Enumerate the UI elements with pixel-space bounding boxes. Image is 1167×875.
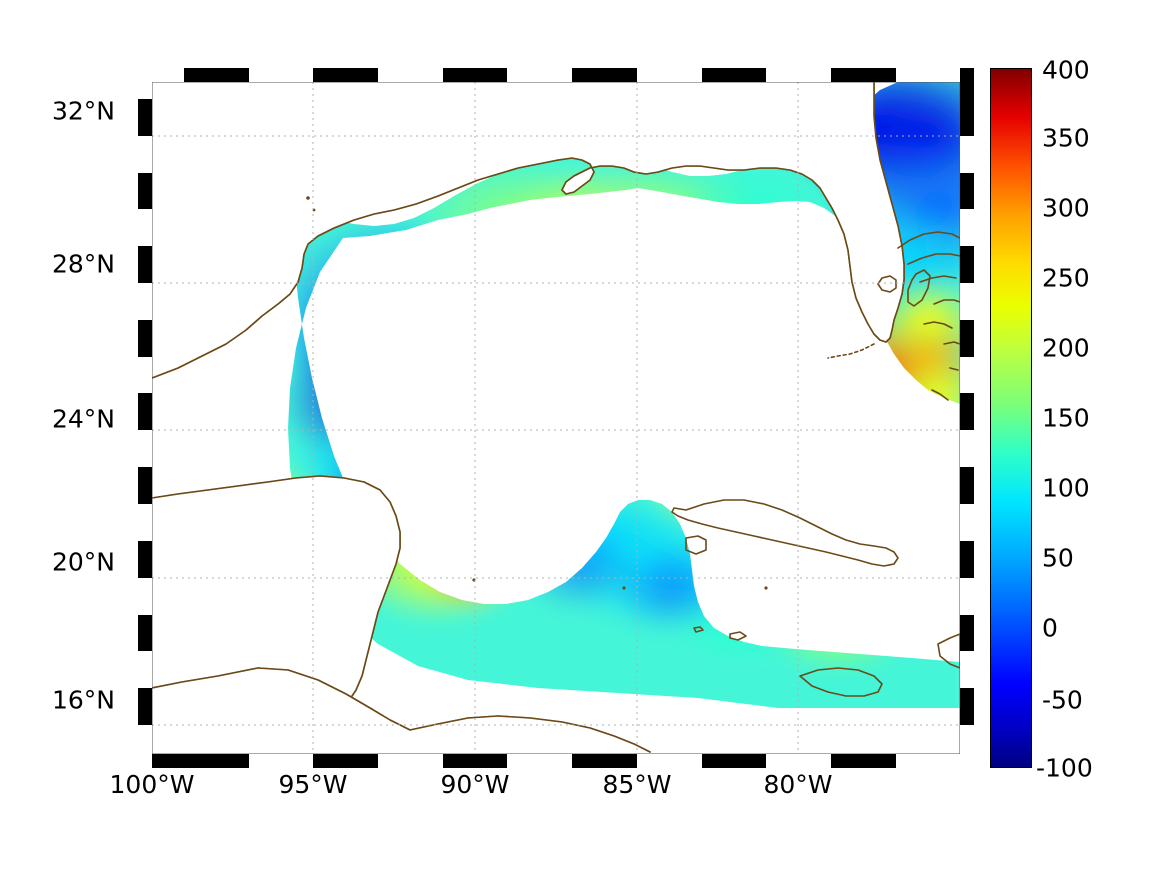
y-tick-label-28n: 28°N [52, 249, 116, 279]
gridlines [152, 82, 960, 754]
colorbar-label-250: 250 [1042, 263, 1090, 293]
y-tick-label-24n: 24°N [52, 404, 116, 434]
colorbar-label-150: 150 [1042, 403, 1090, 433]
x-tick-label-80w: 80°W [763, 770, 833, 799]
colorbar-label-50: 50 [1042, 543, 1074, 573]
colorbar-gradient [990, 68, 1032, 768]
y-tick-label-32n: 32°N [52, 96, 116, 126]
x-tick-label-95w: 95°W [278, 770, 348, 799]
x-tick-label-90w: 90°W [440, 770, 510, 799]
colorbar-label-minus50: -50 [1042, 685, 1083, 715]
colorbar-label-300: 300 [1042, 193, 1090, 223]
map-svg [138, 68, 974, 768]
y-tick-label-16n: 16°N [52, 685, 116, 715]
colorbar-label-200: 200 [1042, 333, 1090, 363]
colorbar-label-0: 0 [1042, 613, 1058, 643]
colorbar-label-100: 100 [1042, 473, 1090, 503]
colorbar-label-minus100: -100 [1036, 753, 1093, 783]
y-tick-label-20n: 20°N [52, 547, 116, 577]
colorbar-label-350: 350 [1042, 123, 1090, 153]
map-panel [138, 68, 974, 768]
colorbar[interactable] [990, 68, 1032, 768]
x-tick-label-85w: 85°W [602, 770, 672, 799]
colorbar-label-400: 400 [1042, 55, 1090, 85]
coastlines [152, 82, 960, 754]
x-tick-label-100w: 100°W [109, 770, 195, 799]
map-frame-checkerboard [138, 68, 974, 768]
